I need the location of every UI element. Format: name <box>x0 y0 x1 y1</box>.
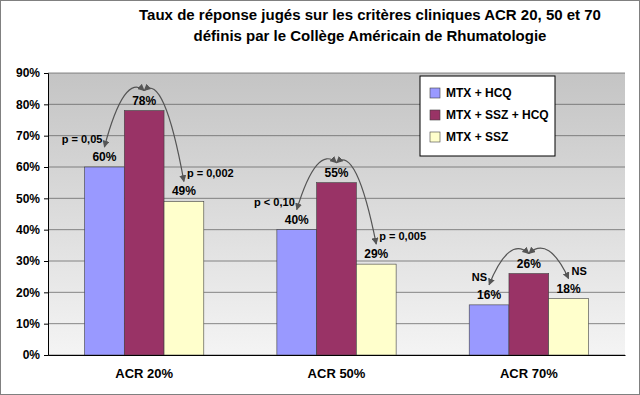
legend-swatch <box>430 88 440 98</box>
bar <box>164 201 204 355</box>
annotation-label: NS <box>572 265 587 277</box>
y-tick: 40% <box>16 223 48 237</box>
grid-line <box>48 73 625 74</box>
y-tick-label: 20% <box>16 286 40 300</box>
legend-entry: MTX + SSZ + HCQ <box>430 108 549 122</box>
annotation-label: p = 0,002 <box>187 167 234 179</box>
bar <box>549 299 589 355</box>
y-tick: 30% <box>16 254 48 268</box>
y-tick: 80% <box>16 98 48 112</box>
data-label: 55% <box>324 166 348 180</box>
bar <box>356 264 396 355</box>
annotation-label: p < 0,10 <box>254 196 295 208</box>
data-label: 40% <box>285 213 309 227</box>
x-tick: ACR 50% <box>308 355 366 381</box>
annotation-label: p = 0,05 <box>62 133 103 145</box>
comparison-arrow <box>489 249 529 285</box>
y-tick: 20% <box>16 286 48 300</box>
comparison-arrow <box>337 160 377 244</box>
y-tick: 60% <box>16 160 48 174</box>
y-tick-mark <box>44 324 48 325</box>
y-tick-mark <box>44 198 48 199</box>
legend-box <box>420 76 555 156</box>
x-tick-label: ACR 20% <box>115 366 173 381</box>
y-tick-mark <box>44 261 48 262</box>
title-line: Taux de réponse jugés sur les critères c… <box>139 6 601 23</box>
plot-background <box>48 73 625 355</box>
y-tick-label: 40% <box>16 223 40 237</box>
x-tick-label: ACR 70% <box>500 366 558 381</box>
data-label: 78% <box>132 94 156 108</box>
annotation-label: NS <box>472 271 487 283</box>
y-tick-label: 0% <box>23 348 41 362</box>
annotation-label: p = 0,005 <box>379 230 426 242</box>
chart-container: Taux de réponse jugés sur les critères c… <box>0 0 640 395</box>
y-tick: 10% <box>16 317 48 331</box>
legend-label: MTX + HCQ <box>446 86 512 100</box>
comparison-arrow <box>104 87 144 147</box>
y-tick-mark <box>44 73 48 74</box>
y-tick-label: 80% <box>16 98 40 112</box>
y-tick-mark <box>44 104 48 105</box>
annotations: p = 0,05 p = 0,002 p < 0,10 p = 0,005 NS NS <box>62 87 587 285</box>
y-tick: 0% <box>23 348 48 362</box>
bar <box>124 111 164 355</box>
chart-frame <box>1 1 640 395</box>
comparison-arrow <box>144 88 184 181</box>
y-tick-mark <box>44 167 48 168</box>
y-axis-line <box>44 74 49 356</box>
comparison-arrow <box>529 248 569 278</box>
legend-label: MTX + SSZ <box>446 130 508 144</box>
legend-label: MTX + SSZ + HCQ <box>446 108 549 122</box>
data-label: 29% <box>364 247 388 261</box>
y-tick-mark <box>44 230 48 231</box>
legend: MTX + HCQ MTX + SSZ + HCQ MTX + SSZ <box>420 76 555 156</box>
y-tick-mark <box>44 355 48 356</box>
y-tick-label: 70% <box>16 129 40 143</box>
y-tick-label: 50% <box>16 192 40 206</box>
y-tick-label: 90% <box>16 66 40 80</box>
bar <box>85 167 125 355</box>
data-label: 49% <box>172 184 196 198</box>
data-label: 18% <box>557 282 581 296</box>
x-tick-label: ACR 50% <box>308 366 366 381</box>
y-tick: 70% <box>16 129 48 143</box>
data-label: 26% <box>517 257 541 271</box>
y-axis: 0% 10% 20% 30% 40% 50% 60% 70% 80% 90% <box>16 66 49 362</box>
x-axis: ACR 20% ACR 50% ACR 70% <box>49 355 626 381</box>
bar <box>317 183 357 355</box>
grid <box>48 73 625 355</box>
chart-svg: Taux de réponse jugés sur les critères c… <box>0 0 640 395</box>
legend-entry: MTX + SSZ <box>430 130 508 144</box>
bar <box>469 305 509 355</box>
legend-swatch <box>430 110 440 120</box>
bar <box>509 274 549 355</box>
x-axis-line <box>49 355 626 356</box>
y-tick-mark <box>44 136 48 137</box>
legend-swatch <box>430 132 440 142</box>
data-label: 16% <box>477 288 501 302</box>
title-line: définis par le Collège Américain de Rhum… <box>194 27 547 44</box>
legend-entry: MTX + HCQ <box>430 86 512 100</box>
data-label: 60% <box>92 150 116 164</box>
y-tick: 90% <box>16 66 48 80</box>
x-tick: ACR 70% <box>500 355 558 381</box>
y-tick-label: 30% <box>16 254 40 268</box>
y-tick-mark <box>44 292 48 293</box>
y-tick-label: 60% <box>16 160 40 174</box>
y-tick-label: 10% <box>16 317 40 331</box>
title: Taux de réponse jugés sur les critères c… <box>139 6 601 44</box>
y-tick: 50% <box>16 192 48 206</box>
bar <box>277 230 317 355</box>
x-tick: ACR 20% <box>115 355 173 381</box>
comparison-arrow <box>297 159 337 210</box>
